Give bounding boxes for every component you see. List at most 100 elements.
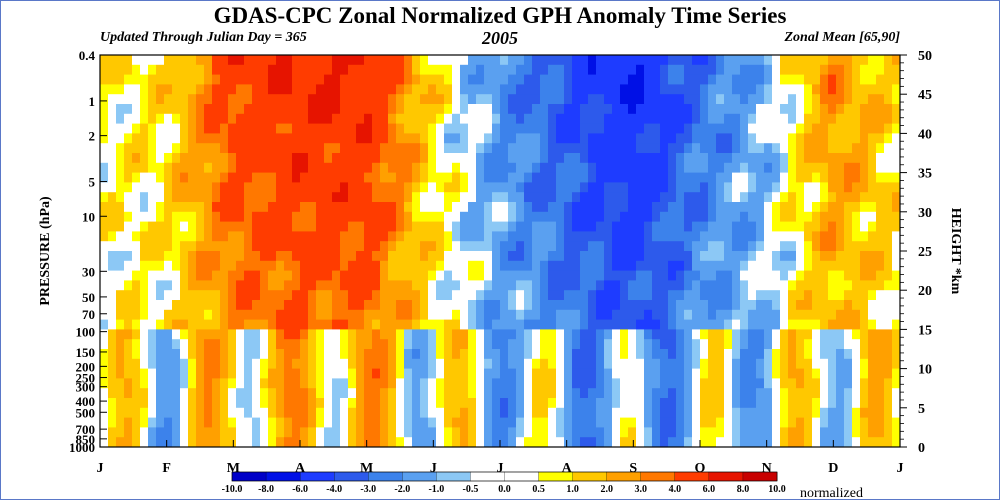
heat-cell <box>708 133 717 144</box>
heat-cell <box>380 378 389 389</box>
heat-cell <box>284 172 293 183</box>
heat-cell <box>412 133 421 144</box>
heat-cell <box>180 74 189 85</box>
heat-cell <box>124 74 133 85</box>
heat-cell <box>708 84 717 95</box>
heat-cell <box>836 358 845 370</box>
heat-cell <box>748 182 757 193</box>
heat-cell <box>484 241 493 252</box>
heat-cell <box>788 231 797 242</box>
heat-cell <box>596 143 605 154</box>
heat-cell <box>276 427 285 438</box>
heat-cell <box>420 74 429 85</box>
heat-cell <box>380 172 389 183</box>
pressure-tick-label: 850 <box>76 432 96 447</box>
heat-cell <box>876 309 885 321</box>
heat-cell <box>388 113 397 125</box>
heat-cell <box>588 104 597 115</box>
heat-cell <box>556 349 565 360</box>
heat-cell <box>596 329 605 340</box>
heat-cell <box>708 290 717 301</box>
heat-cell <box>788 55 797 66</box>
heat-cell <box>628 388 637 399</box>
heat-cell <box>524 329 533 340</box>
heat-cell <box>292 231 301 242</box>
heat-cell <box>156 192 165 203</box>
heat-cell <box>316 211 325 223</box>
heat-cell <box>876 153 885 164</box>
heat-cell <box>436 172 445 183</box>
heat-cell <box>444 241 453 252</box>
heat-cell <box>180 84 189 95</box>
heat-cell <box>156 319 165 330</box>
heat-cell <box>340 290 349 301</box>
heat-cell <box>876 143 885 154</box>
heat-cell <box>692 290 701 301</box>
heat-cell <box>508 241 517 252</box>
heat-cell <box>772 182 781 193</box>
heat-cell <box>868 123 877 134</box>
heat-cell <box>804 192 813 203</box>
heat-cell <box>572 182 581 193</box>
heat-cell <box>524 123 533 134</box>
heat-cell <box>108 280 117 291</box>
heat-cell <box>100 74 109 85</box>
colorbar-tick-label: -4.0 <box>326 484 342 495</box>
heat-cell <box>412 221 421 232</box>
heat-cell <box>492 55 501 66</box>
heat-cell <box>564 94 573 105</box>
heat-cell <box>276 358 285 370</box>
heat-cell <box>892 202 900 213</box>
heat-cell <box>396 221 405 232</box>
heat-cell <box>660 211 669 223</box>
heat-cell <box>452 407 461 419</box>
heat-cell <box>612 378 621 389</box>
heat-cell <box>628 74 637 85</box>
heat-cell <box>164 231 173 242</box>
heat-cell <box>564 300 573 311</box>
heat-cell <box>868 427 877 438</box>
heat-cell <box>188 319 197 330</box>
heat-cell <box>604 94 613 105</box>
heat-cell <box>460 221 469 232</box>
heat-cell <box>172 231 181 242</box>
heat-cell <box>436 388 445 399</box>
heat-cell <box>108 270 117 281</box>
heat-cell <box>676 437 685 447</box>
heat-cell <box>172 172 181 183</box>
heat-cell <box>644 133 653 144</box>
pressure-tick-label: 400 <box>76 394 96 409</box>
heat-cell <box>620 398 629 409</box>
heat-cell <box>572 358 581 370</box>
heat-cell <box>604 241 613 252</box>
heat-cell <box>100 64 109 76</box>
heat-cell <box>492 182 501 193</box>
heat-cell <box>876 290 885 301</box>
heat-cell <box>788 349 797 360</box>
heat-cell <box>740 172 749 183</box>
heat-cell <box>788 398 797 409</box>
heat-cell <box>132 349 141 360</box>
heat-cell <box>620 300 629 311</box>
heat-cell <box>396 133 405 144</box>
heat-cell <box>772 104 781 115</box>
heat-cell <box>652 162 661 174</box>
heat-cell <box>460 211 469 223</box>
heat-cell <box>804 329 813 340</box>
heat-cell <box>364 241 373 252</box>
heat-cell <box>308 182 317 193</box>
heat-cell <box>508 153 517 164</box>
heat-cell <box>652 378 661 389</box>
heat-cell <box>660 172 669 183</box>
heat-cell <box>348 202 357 213</box>
heat-cell <box>820 368 829 379</box>
heat-cell <box>724 153 733 164</box>
heat-cell <box>396 143 405 154</box>
heat-cell <box>564 309 573 321</box>
heat-cell <box>412 143 421 154</box>
heat-cell <box>828 309 837 321</box>
heat-cell <box>268 358 277 370</box>
heat-cell <box>388 300 397 311</box>
heat-cell <box>716 300 725 311</box>
heat-cell <box>788 182 797 193</box>
